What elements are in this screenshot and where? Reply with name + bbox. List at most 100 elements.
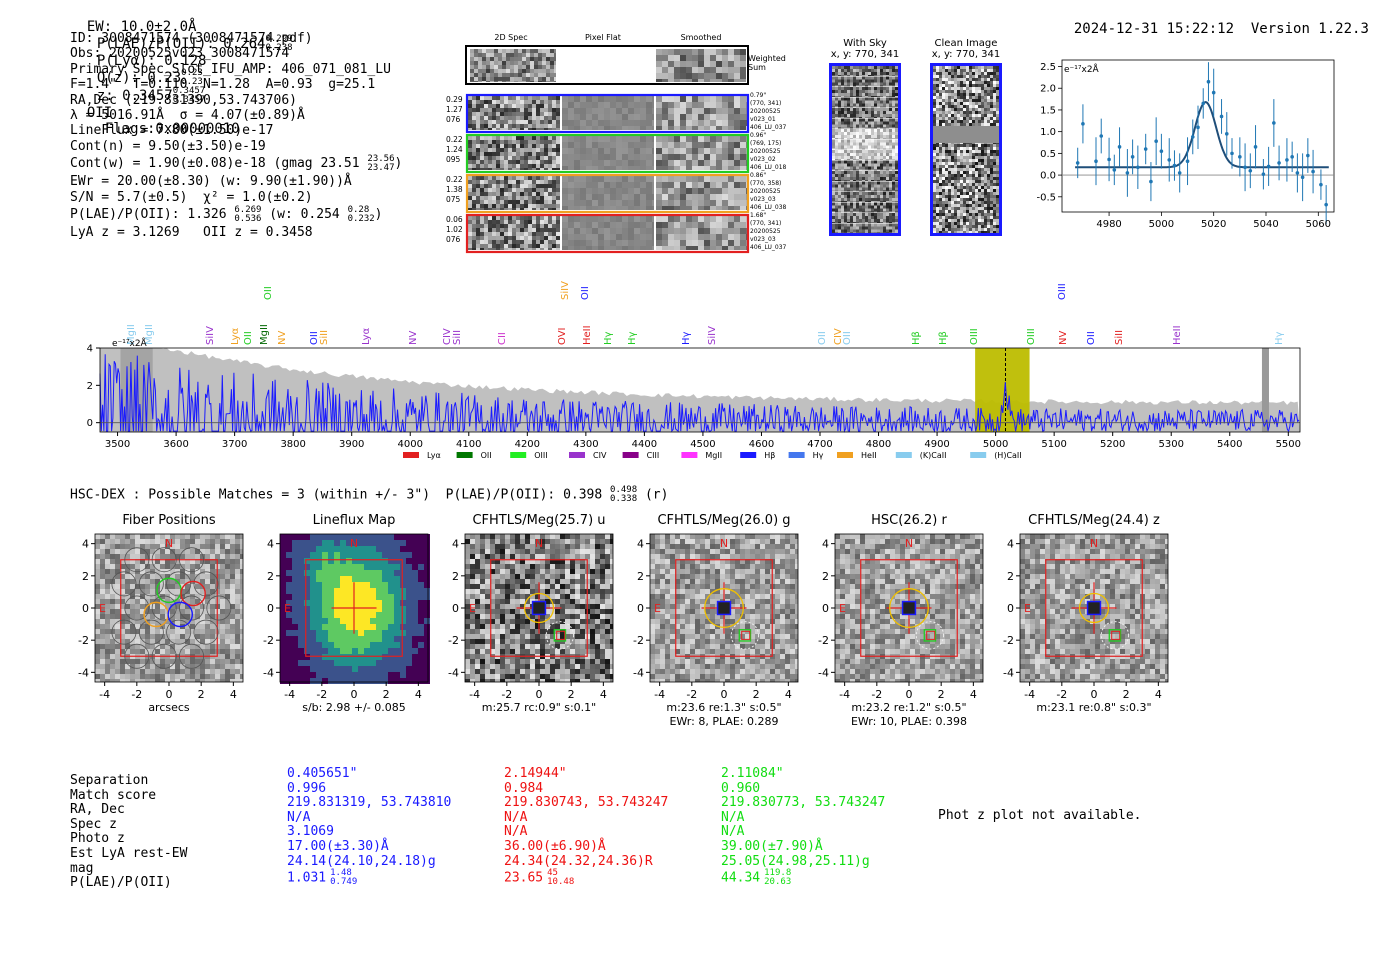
- with-sky-panel: With Sky x, y: 770, 341: [820, 38, 910, 60]
- sky-band: [832, 87, 898, 97]
- fit-data-point: [1206, 79, 1211, 84]
- emission-line-label: OII: [263, 286, 274, 300]
- fiber-circle: [138, 619, 164, 645]
- sky-band: [832, 150, 898, 160]
- match-table-labels: Separation Match score RA, Dec Spec z Photo …: [70, 773, 188, 891]
- imaging-panel-title: Lineflux Map: [312, 513, 396, 528]
- fit-data-point: [1306, 153, 1310, 158]
- cutout-row-right-value: 1.68": [750, 212, 766, 219]
- imaging-xlabel: m:23.2 re:1.2" s:0.5": [851, 701, 966, 714]
- imaging-y-tick: -4: [1003, 666, 1014, 679]
- imaging-y-tick: -4: [448, 666, 459, 679]
- emission-line-label: OII: [309, 331, 320, 345]
- imaging-y-tick: 0: [1007, 602, 1014, 615]
- z-range: 0.3457 0.3457: [172, 86, 206, 105]
- imaging-panel-title: HSC(26.2) r: [871, 513, 947, 528]
- spectrum-legend-item: (H)CaII: [970, 451, 1022, 460]
- emission-line-label: Lyα: [230, 327, 241, 345]
- fit-data-point: [1136, 165, 1140, 170]
- spectrum-x-tick: 5100: [1041, 439, 1066, 450]
- fiber-circle: [111, 619, 137, 645]
- imaging-x-tick: -2: [501, 688, 512, 701]
- fiber-circle: [166, 619, 192, 645]
- emission-line-label: SiIV: [205, 326, 216, 345]
- sky-band: [832, 118, 898, 129]
- match-value: 24.34(24.32,24.36)R: [504, 853, 653, 869]
- z-value: z: 0.3457: [96, 88, 173, 104]
- imaging-x-tick: -2: [871, 688, 882, 701]
- imaging-x-tick: 4: [785, 688, 792, 701]
- info-lambda: λ = 5016.91Å σ = 4.07(±0.89)Å: [70, 108, 305, 124]
- imaging-y-tick: -2: [1003, 634, 1014, 647]
- match-2-marker: [556, 630, 566, 640]
- match-1-marker: [716, 600, 732, 616]
- masked-band: [933, 126, 999, 143]
- cutout-row-left-value: 075: [446, 195, 461, 204]
- cutout-row-left-value: 1.02: [446, 225, 463, 234]
- imaging-panel: Lineflux Map N E 4 4 2 2 0 0 -2 -2 -4 -4 s/b: 2.98 +/…: [235, 510, 433, 725]
- sky-band: [832, 213, 898, 223]
- imaging-x-tick: 0: [536, 688, 543, 701]
- fit-data-point: [1277, 161, 1281, 165]
- north-label: N: [535, 537, 543, 550]
- imaging-x-tick: 0: [1091, 688, 1098, 701]
- spectrum-legend-item: Lyα: [403, 451, 441, 460]
- emission-line-label: MgII: [126, 324, 137, 345]
- fit-data-point: [1094, 159, 1098, 163]
- fiber-circle: [124, 547, 150, 573]
- cutout-row-right-value: 20200525: [750, 148, 781, 155]
- imaging-x-tick: 2: [753, 688, 760, 701]
- imaging-y-tick: 0: [452, 602, 459, 615]
- fit-data-point: [1211, 90, 1216, 95]
- spectrum-legend-item: OIII: [510, 451, 548, 460]
- search-box: [675, 559, 773, 657]
- spectrum-x-tick: 3800: [280, 439, 305, 450]
- match-row-label: Est LyA rest-EW: [70, 845, 188, 861]
- fit-data-point: [1243, 165, 1247, 170]
- fit-y-label: e⁻¹⁷x2Å: [1064, 63, 1100, 75]
- imaging-x-tick: 4: [1155, 688, 1162, 701]
- fit-data-point: [1172, 163, 1177, 168]
- cutout-pixelflat-texture: [562, 136, 654, 170]
- detection-info: ID: 3008471574 (3008471574.pdf) Obs: 202…: [70, 31, 402, 240]
- east-label: E: [1024, 602, 1031, 615]
- emission-line-label: NV: [277, 331, 288, 345]
- fit-data-point: [1167, 158, 1172, 162]
- fit-y-tick: -0.5: [1036, 192, 1056, 203]
- fit-data-point: [1190, 135, 1195, 139]
- match-row-label: Spec z: [70, 816, 117, 832]
- cutout-2dspec: [468, 96, 560, 130]
- emission-line-label: HeII: [582, 325, 593, 345]
- match-value: 2.11084": [721, 766, 784, 781]
- north-label: N: [165, 537, 173, 550]
- sky-band: [832, 76, 898, 87]
- imaging-x-tick: -2: [131, 688, 142, 701]
- imaging-y-tick: -4: [818, 666, 829, 679]
- cutout-smoothed: [656, 96, 748, 130]
- imaging-y-tick: 0: [82, 602, 89, 615]
- emission-line-label: MgII: [144, 324, 155, 345]
- spectrum-x-tick: 4200: [515, 439, 540, 450]
- emission-line-label: Hγ: [603, 331, 614, 345]
- imaging-x-tick: 2: [568, 688, 575, 701]
- imaging-panel: CFHTLS/Meg(26.0) g N E 4 4 2 2 0 0 -2 -2 -4 -4 m:23.6…: [605, 510, 803, 728]
- spectrum-legend-item: HeII: [837, 451, 877, 460]
- fiber-circle: [124, 643, 150, 669]
- imaging-y-tick: 4: [1007, 538, 1014, 551]
- match-1-marker: [1086, 600, 1102, 616]
- imaging-y-tick: -2: [263, 634, 274, 647]
- imaging-x-tick: -2: [686, 688, 697, 701]
- clean-xy: x, y: 770, 341: [931, 49, 1001, 60]
- emission-line-label: NV: [408, 331, 419, 345]
- emission-line-label: Hβ: [938, 331, 949, 345]
- search-box: [860, 559, 958, 657]
- imaging-x-tick: 2: [1123, 688, 1130, 701]
- match-value: N/A: [504, 824, 528, 840]
- match-value: 25.05(24.98,25.11)g: [721, 853, 870, 869]
- imaging-x-tick: 4: [230, 688, 237, 701]
- imaging-y-tick: -4: [78, 666, 89, 679]
- imaging-y-tick: 4: [82, 538, 89, 551]
- fit-y-tick: 0.5: [1040, 149, 1056, 160]
- emission-line-label: OII: [842, 331, 853, 345]
